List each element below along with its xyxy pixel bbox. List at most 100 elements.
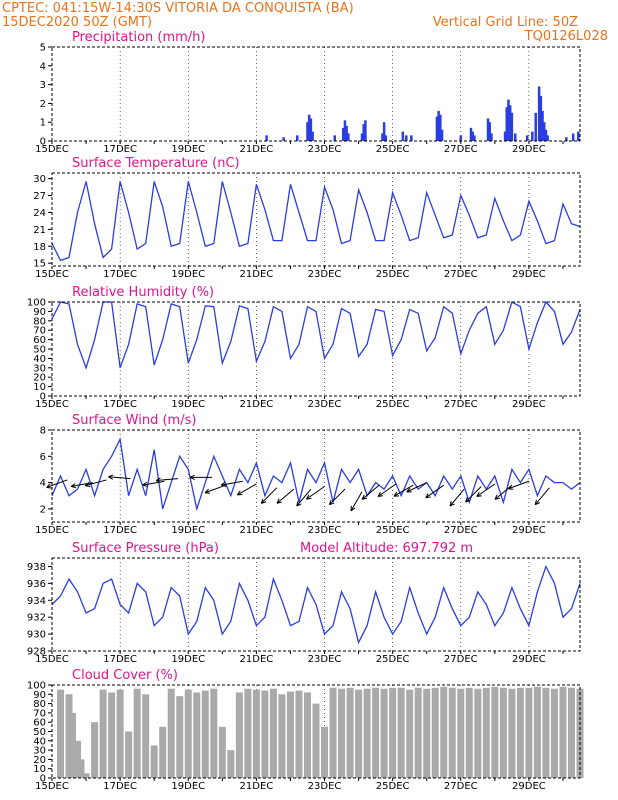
x-tick-label: 29DEC <box>512 525 546 536</box>
header-location: CPTEC: 041:15W-14:30S VITORIA DA CONQUIS… <box>2 1 354 16</box>
cloud-bar <box>244 688 252 778</box>
x-tick-label: 17DEC <box>103 654 137 665</box>
y-tick-label: 100 <box>27 298 46 309</box>
precip-bar <box>405 135 408 141</box>
x-tick-label: 27DEC <box>444 525 478 536</box>
precip-bar <box>488 122 491 141</box>
cloud-bar <box>295 690 303 778</box>
wind-arrow <box>306 486 325 500</box>
cloud-bar <box>491 686 499 778</box>
x-tick-label: 21DEC <box>240 525 274 536</box>
wind-arrow <box>296 488 312 507</box>
precip-bar <box>565 137 568 141</box>
cloud-bar <box>380 688 388 778</box>
x-tick-label: 17DEC <box>103 781 137 792</box>
y-tick-label: 18 <box>33 242 46 253</box>
x-tick-label: 19DEC <box>171 269 205 280</box>
y-tick-label: 930 <box>27 630 46 641</box>
precip-bar <box>410 135 413 141</box>
precip-bar <box>437 110 440 141</box>
cloud-bar <box>431 687 439 778</box>
cloud-bar <box>193 692 201 778</box>
cloud-bar <box>108 692 116 778</box>
x-tick-label: 17DEC <box>103 269 137 280</box>
header-grid-note: Vertical Grid Line: 50Z <box>433 15 578 30</box>
x-tick-label: 23DEC <box>308 269 342 280</box>
y-tick-label: 934 <box>27 596 46 607</box>
cloud-bar <box>133 688 141 778</box>
wind-arrow <box>220 480 243 487</box>
y-tick-label: 15 <box>33 259 46 270</box>
cloud-bar <box>482 687 490 778</box>
series-line-wind <box>51 437 581 512</box>
x-tick-label: 17DEC <box>103 525 137 536</box>
precip-bar <box>490 133 493 141</box>
cloud-bar <box>559 686 567 778</box>
x-tick-label: 27DEC <box>444 144 478 155</box>
cloud-bar <box>516 687 524 778</box>
y-tick-label: 30 <box>33 746 46 757</box>
cloud-bar <box>389 687 397 778</box>
cloud-bar <box>218 726 226 778</box>
precip-bar <box>342 127 345 141</box>
precip-bar <box>542 122 546 141</box>
x-tick-label: 21DEC <box>240 399 274 410</box>
cloud-bar <box>278 694 286 778</box>
precip-bar <box>362 124 365 141</box>
x-tick-label: 27DEC <box>444 654 478 665</box>
precip-bar <box>364 135 367 141</box>
wind-arrow <box>476 483 496 497</box>
cloud-bar <box>346 687 354 778</box>
cloud-bar <box>312 703 320 778</box>
y-tick-label: 21 <box>33 225 46 236</box>
y-tick-label: 70 <box>33 708 46 719</box>
y-tick-label: 1 <box>40 118 46 129</box>
y-tick-label: 30 <box>33 363 46 374</box>
wind-arrow <box>361 484 380 500</box>
y-tick-label: 936 <box>27 579 46 590</box>
y-tick-label: 3 <box>40 80 46 91</box>
x-tick-label: 29DEC <box>512 654 546 665</box>
cloud-bar <box>82 773 90 778</box>
y-tick-label: 0 <box>40 137 46 148</box>
wind-arrow <box>328 488 346 506</box>
y-tick-label: 5 <box>40 43 46 54</box>
x-tick-label: 25DEC <box>376 269 410 280</box>
precip-bar <box>306 122 309 141</box>
cloud-bar <box>423 688 431 778</box>
precip-bar <box>311 131 314 141</box>
precip-bar <box>544 129 548 141</box>
precip-bar <box>507 99 510 141</box>
cloud-bar <box>99 689 107 778</box>
panel-title: Surface Temperature (nC) <box>72 156 240 171</box>
cloud-bar <box>355 689 363 778</box>
y-tick-label: 938 <box>27 562 46 573</box>
precip-bar <box>345 125 348 141</box>
cloud-bar <box>261 690 269 778</box>
cloud-bar <box>542 687 550 778</box>
x-tick-label: 23DEC <box>308 525 342 536</box>
precip-bar <box>539 95 543 141</box>
wind-arrow <box>260 487 278 504</box>
y-tick-label: 20 <box>33 755 46 766</box>
series-line-pressure <box>51 564 581 645</box>
wind-arrow <box>534 487 550 506</box>
cloud-bar <box>321 726 329 778</box>
precip-bar <box>439 114 442 141</box>
panel-title: Cloud Cover (%) <box>72 668 178 683</box>
precip-bar <box>508 105 512 141</box>
y-tick-label: 40 <box>33 354 46 365</box>
cloud-bar <box>142 694 150 778</box>
plot-frame <box>51 46 581 142</box>
panel-title: Precipitation (mm/h) <box>72 30 205 45</box>
x-tick-label: 19DEC <box>171 525 205 536</box>
x-tick-label: 27DEC <box>444 399 478 410</box>
cloud-bar <box>508 688 516 778</box>
cloud-bar <box>235 692 243 778</box>
cloud-bar <box>150 745 158 778</box>
y-tick-label: 30 <box>33 174 46 185</box>
y-tick-label: 0 <box>40 774 46 785</box>
cloud-bar <box>286 691 294 778</box>
panel-title: Relative Humidity (%) <box>72 285 214 300</box>
x-tick-label: 19DEC <box>171 654 205 665</box>
